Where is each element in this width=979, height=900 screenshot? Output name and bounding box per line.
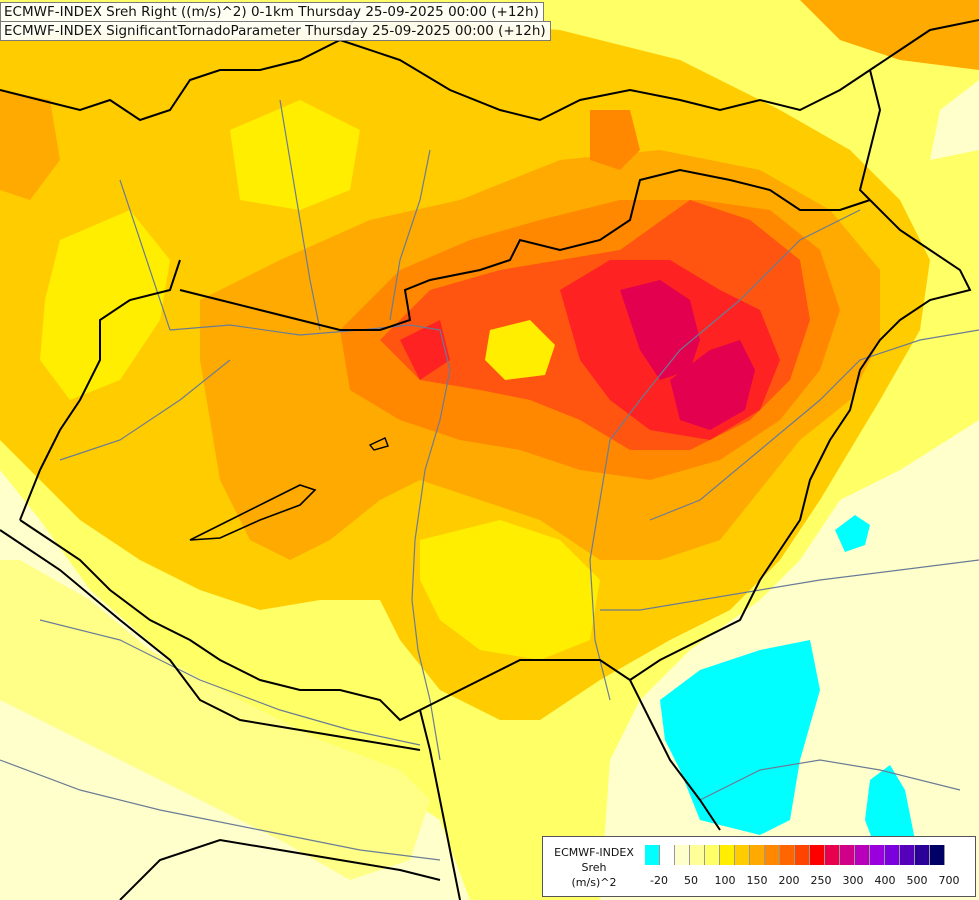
field-orange-ne bbox=[800, 0, 979, 70]
legend-unit: (m/s)^2 bbox=[571, 876, 617, 889]
border-romania-serbia bbox=[629, 679, 721, 831]
river-sava bbox=[0, 759, 441, 861]
legend-tick-label: 500 bbox=[906, 874, 928, 887]
field-deep-orange-n bbox=[590, 110, 640, 170]
legend-swatch bbox=[750, 845, 765, 865]
legend-swatch bbox=[900, 845, 915, 865]
border-bosnia bbox=[119, 838, 441, 900]
legend-swatch bbox=[915, 845, 930, 865]
river-hron bbox=[389, 149, 431, 321]
legend-tick-label: 150 bbox=[746, 874, 768, 887]
field-yellow-w bbox=[40, 210, 170, 400]
legend-swatch bbox=[735, 845, 750, 865]
map-title-line-2: ECMWF-INDEX SignificantTornadoParameter … bbox=[0, 21, 551, 41]
legend-swatch bbox=[780, 845, 795, 865]
field-light-south bbox=[0, 560, 430, 880]
legend-variable: Sreh bbox=[581, 861, 607, 874]
legend-tick-label: 250 bbox=[810, 874, 832, 887]
river-east bbox=[649, 329, 979, 521]
legend-tick-label: 400 bbox=[874, 874, 896, 887]
field-red-w bbox=[400, 320, 450, 380]
legend-tick-label: 300 bbox=[842, 874, 864, 887]
river-vah bbox=[279, 99, 321, 331]
border-croatia-serbia bbox=[419, 709, 461, 900]
border-hungary-west bbox=[19, 259, 181, 521]
field-yellow-c bbox=[230, 100, 360, 210]
lake-balaton bbox=[189, 484, 317, 541]
legend-color-bar bbox=[645, 845, 945, 865]
legend-swatch bbox=[765, 845, 780, 865]
border-ukraine-romania bbox=[858, 69, 882, 201]
legend-swatch bbox=[705, 845, 720, 865]
lake-small bbox=[368, 437, 389, 451]
legend-tick-label: 700 bbox=[938, 874, 960, 887]
legend-swatch bbox=[825, 845, 840, 865]
river-drava bbox=[39, 619, 421, 746]
field-orange-nw bbox=[0, 90, 60, 200]
rivers bbox=[0, 99, 979, 861]
legend-swatch bbox=[675, 845, 690, 865]
legend-tick-label: 100 bbox=[714, 874, 736, 887]
legend-tick-label: 200 bbox=[778, 874, 800, 887]
river-raab bbox=[59, 359, 231, 461]
legend-swatch bbox=[870, 845, 885, 865]
country-borders bbox=[0, 9, 979, 900]
legend-ticks: -20 50 100 150 200 250 300 400 500 700 bbox=[645, 874, 975, 890]
border-slovenia-croatia bbox=[0, 529, 421, 751]
border-slovakia-poland bbox=[339, 19, 979, 122]
field-pale-ne bbox=[930, 80, 979, 160]
legend-swatch bbox=[840, 845, 855, 865]
legend-swatch bbox=[855, 845, 870, 865]
color-legend: ECMWF-INDEX Sreh (m/s)^2 -20 50 100 150 200 2… bbox=[542, 836, 976, 897]
legend-swatch bbox=[645, 845, 660, 865]
field-cyan-small bbox=[835, 515, 870, 552]
legend-tick-label: -20 bbox=[650, 874, 668, 887]
river-se bbox=[699, 759, 961, 801]
border-austria-czech bbox=[0, 9, 361, 122]
legend-swatch bbox=[690, 845, 705, 865]
border-hungary-south bbox=[19, 519, 631, 722]
field-crimson-b bbox=[670, 340, 755, 430]
field-yellow-s bbox=[420, 520, 600, 660]
river-danube bbox=[169, 324, 451, 761]
border-slovakia-hungary bbox=[179, 168, 871, 331]
legend-swatch bbox=[660, 845, 675, 865]
legend-swatch bbox=[795, 845, 810, 865]
legend-tick-label: 50 bbox=[684, 874, 698, 887]
border-hungary-east bbox=[629, 199, 972, 681]
legend-swatch bbox=[810, 845, 825, 865]
field-cyan-main bbox=[660, 640, 820, 835]
legend-swatch bbox=[930, 845, 945, 865]
field-crimson-a bbox=[620, 280, 700, 380]
legend-title: ECMWF-INDEX bbox=[554, 846, 634, 859]
field-yellow-pocket bbox=[485, 320, 555, 380]
legend-swatch bbox=[720, 845, 735, 865]
map-title-line-1: ECMWF-INDEX Sreh Right ((m/s)^2) 0-1km T… bbox=[0, 2, 544, 22]
river-morava bbox=[119, 179, 171, 331]
river-tisza bbox=[589, 209, 861, 701]
river-mures bbox=[600, 559, 979, 611]
legend-swatch bbox=[885, 845, 900, 865]
